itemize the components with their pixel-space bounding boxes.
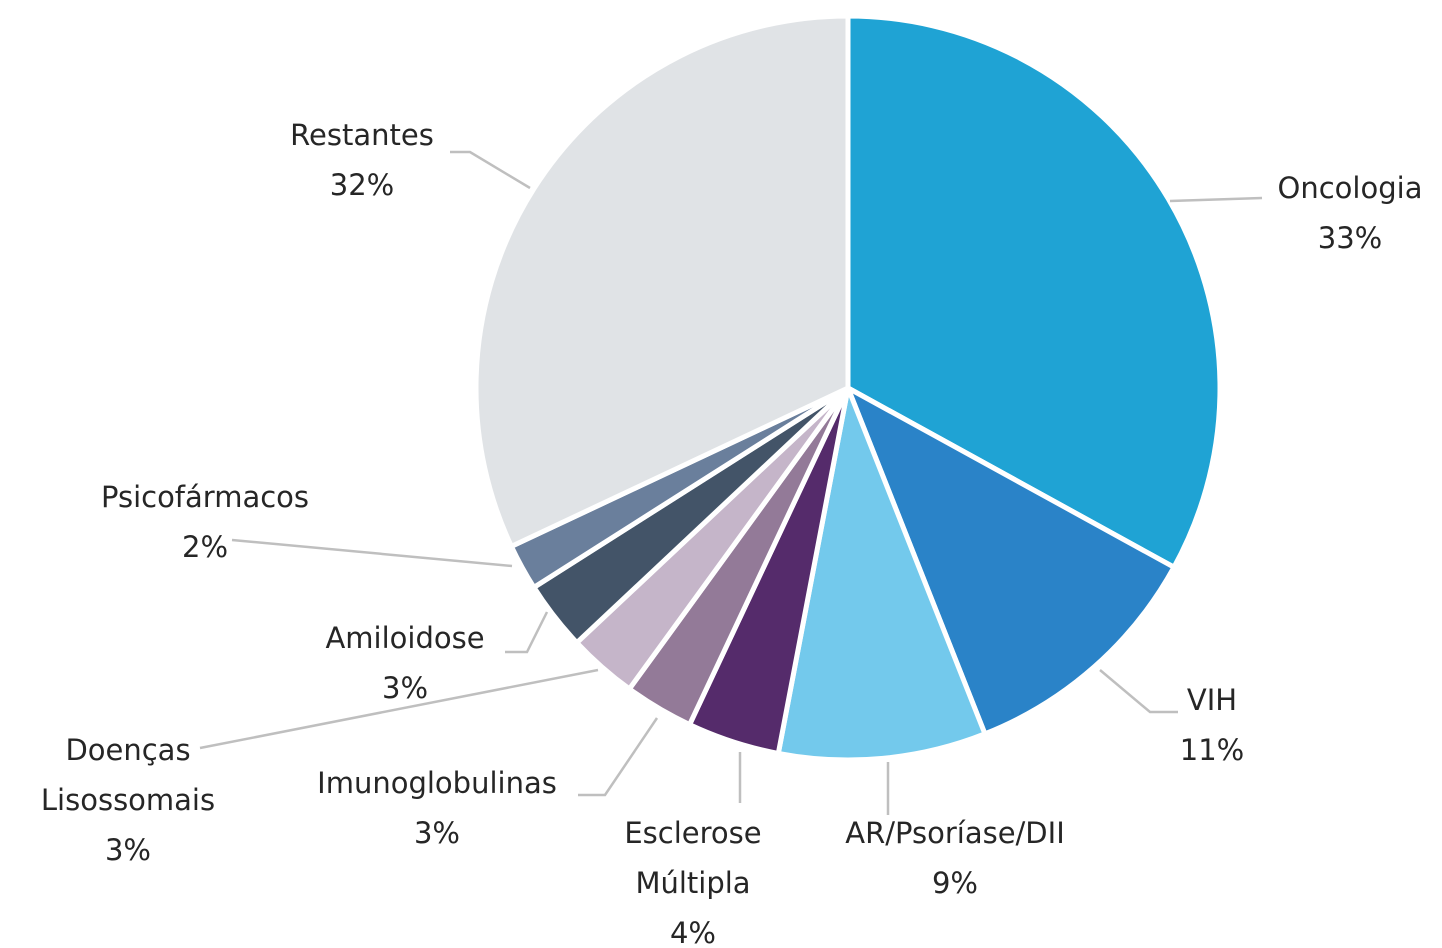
value-label: 3%	[413, 816, 460, 850]
category-label: Doenças Lisossomais	[40, 733, 216, 817]
pie-slice	[845, 13, 1223, 570]
slice-label: Doenças Lisossomais 3%	[18, 725, 238, 875]
value-label: 3%	[104, 833, 151, 867]
value-label: 4%	[669, 916, 716, 948]
value-label: 32%	[329, 168, 395, 202]
slice-label: Oncologia 33%	[1278, 163, 1423, 263]
value-label: 2%	[181, 530, 229, 564]
leader-line	[505, 611, 549, 654]
category-label: Amiloidose	[325, 621, 485, 655]
pie-slice	[775, 385, 988, 763]
value-label: 33%	[1317, 221, 1383, 255]
category-label: Oncologia	[1277, 171, 1423, 205]
leader-line	[1169, 196, 1263, 203]
leader-line	[1099, 669, 1178, 714]
slice-label: Imunoglobulinas 3%	[317, 758, 557, 858]
category-label: AR/Psoríase/DII	[845, 816, 1065, 850]
category-label: VIH	[1186, 683, 1238, 717]
category-label: Restantes	[290, 118, 434, 152]
pie-slice	[473, 13, 851, 549]
category-label: Imunoglobulinas	[317, 766, 557, 800]
category-label: Psicofármacos	[100, 480, 310, 514]
leader-line	[578, 717, 659, 797]
value-label: 11%	[1179, 733, 1245, 767]
slice-label: Esclerose Múltipla 4%	[603, 808, 783, 948]
value-label: 9%	[931, 866, 978, 900]
slice-label: Psicofármacos 2%	[101, 472, 309, 572]
slice-label: Amiloidose 3%	[325, 613, 484, 713]
slice-label: VIH 11%	[1180, 675, 1244, 775]
leader-line	[450, 150, 531, 190]
slice-label: AR/Psoríase/DII 9%	[845, 808, 1065, 908]
slice-label: Restantes 32%	[290, 110, 434, 210]
pie-slice	[845, 385, 1177, 737]
leader-line	[231, 538, 513, 568]
category-label: Esclerose Múltipla	[624, 816, 762, 900]
leader-line	[199, 668, 599, 750]
value-label: 3%	[381, 671, 429, 705]
